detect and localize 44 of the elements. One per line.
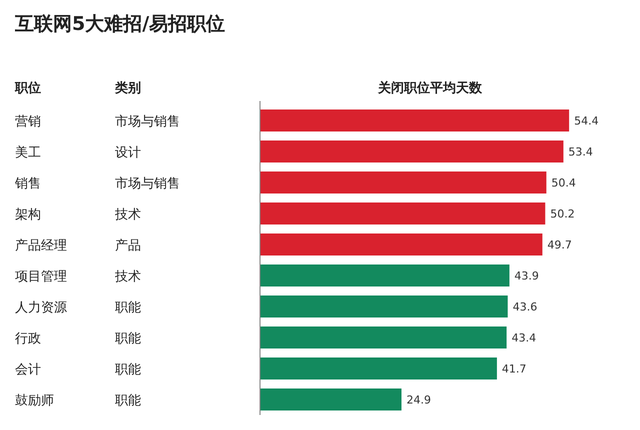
data-label: 41.7 xyxy=(502,362,526,376)
text: 类别 xyxy=(114,81,141,96)
data-label: 24.9 xyxy=(406,394,431,406)
text: 市场与销售 xyxy=(115,176,180,192)
bar xyxy=(260,388,402,410)
y-tick-label: 鼓励师 xyxy=(15,394,54,408)
data-label: 54.4 xyxy=(574,114,599,128)
y-tick-label: 产品经理 xyxy=(15,238,67,254)
y-tick-label: 行政 xyxy=(15,332,41,346)
text: 产品 xyxy=(115,238,141,254)
data-label: 50.2 xyxy=(550,208,575,220)
y-tick-label: 架构 xyxy=(15,208,41,222)
text: 技术 xyxy=(114,208,141,222)
text: 职能 xyxy=(115,332,141,346)
bar xyxy=(260,326,507,348)
data-label: 53.4 xyxy=(568,146,593,158)
text: 设计 xyxy=(115,146,141,160)
x-axis-title: 关闭职位平均天数 xyxy=(377,80,483,96)
chart-title: 互联网5大难招/易招职位 xyxy=(14,13,226,35)
text: 职能 xyxy=(115,362,141,378)
bar xyxy=(260,202,546,224)
data-label: 50.4 xyxy=(551,176,576,190)
text: 技术 xyxy=(114,270,141,284)
text: 职能 xyxy=(115,300,141,316)
bar xyxy=(260,264,510,286)
bar xyxy=(260,140,564,162)
data-label: 49.7 xyxy=(547,238,572,252)
y-tick-label: 营销 xyxy=(15,114,41,130)
y-tick-label: 人力资源 xyxy=(15,300,67,316)
bar xyxy=(260,110,570,132)
bar xyxy=(260,296,508,318)
data-label: 43.6 xyxy=(512,300,538,314)
y-tick-label: 销售 xyxy=(14,176,41,192)
bar xyxy=(260,172,546,194)
y-tick-label: 会计 xyxy=(15,362,41,378)
text: 市场与销售 xyxy=(115,114,180,130)
data-label: 43.9 xyxy=(514,270,539,282)
text: 职位 xyxy=(14,81,41,96)
bar xyxy=(260,358,497,380)
y-tick-label: 美工 xyxy=(15,144,41,160)
data-label: 43.4 xyxy=(512,332,536,344)
y-tick-label: 项目管理 xyxy=(15,270,67,284)
bar xyxy=(260,234,542,256)
text: 职能 xyxy=(115,394,141,408)
